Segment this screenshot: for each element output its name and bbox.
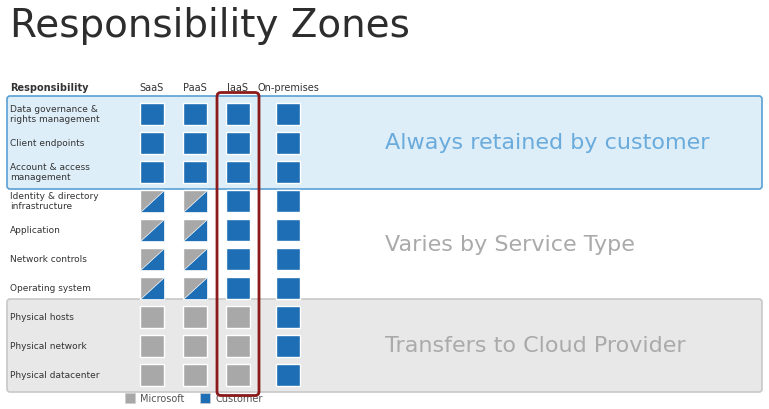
Polygon shape [183, 219, 207, 241]
Bar [226, 103, 250, 125]
Bar [200, 393, 210, 403]
Bar [140, 103, 164, 125]
Text: Customer: Customer [215, 393, 262, 403]
Text: Data governance &
rights management: Data governance & rights management [10, 105, 100, 124]
Text: Transfers to Cloud Provider: Transfers to Cloud Provider [385, 336, 686, 356]
Text: IaaS: IaaS [228, 83, 248, 93]
Bar [226, 190, 250, 212]
Bar [276, 335, 300, 357]
Bar [183, 306, 207, 328]
Bar [226, 248, 250, 270]
Polygon shape [140, 248, 164, 270]
Text: Application: Application [10, 225, 61, 234]
Bar [125, 393, 135, 403]
Text: Physical network: Physical network [10, 341, 87, 350]
Bar [226, 335, 250, 357]
Text: Responsibility Zones: Responsibility Zones [10, 7, 410, 45]
Text: Account & access
management: Account & access management [10, 162, 90, 182]
Bar [183, 248, 207, 270]
Text: SaaS: SaaS [140, 83, 164, 93]
Bar [140, 277, 164, 299]
Polygon shape [140, 219, 164, 241]
Text: Physical datacenter: Physical datacenter [10, 370, 99, 379]
Text: Identity & directory
infrastructure: Identity & directory infrastructure [10, 191, 98, 211]
Bar [226, 277, 250, 299]
Bar [140, 132, 164, 154]
Bar [276, 219, 300, 241]
Bar [183, 132, 207, 154]
Bar [276, 277, 300, 299]
Bar [226, 219, 250, 241]
Text: Microsoft: Microsoft [140, 393, 185, 403]
Bar [276, 132, 300, 154]
Bar [183, 103, 207, 125]
Polygon shape [140, 277, 164, 299]
Bar [276, 103, 300, 125]
FancyBboxPatch shape [7, 97, 762, 189]
Bar [140, 306, 164, 328]
Bar [276, 248, 300, 270]
Polygon shape [183, 248, 207, 270]
Bar [226, 364, 250, 386]
Polygon shape [140, 190, 164, 212]
Bar [276, 364, 300, 386]
Polygon shape [183, 190, 207, 212]
Text: Varies by Service Type: Varies by Service Type [385, 234, 635, 254]
Bar [276, 306, 300, 328]
Bar [183, 190, 207, 212]
Bar [226, 132, 250, 154]
Text: On-premises: On-premises [257, 83, 319, 93]
Bar [226, 161, 250, 183]
Bar [140, 219, 164, 241]
Bar [183, 277, 207, 299]
Text: Network controls: Network controls [10, 254, 87, 263]
Bar [226, 306, 250, 328]
Bar [276, 190, 300, 212]
Bar [183, 335, 207, 357]
Text: PaaS: PaaS [183, 83, 207, 93]
Bar [140, 190, 164, 212]
Bar [183, 161, 207, 183]
Bar [183, 219, 207, 241]
Text: Operating system: Operating system [10, 283, 91, 292]
FancyBboxPatch shape [7, 299, 762, 392]
Bar [140, 248, 164, 270]
Bar [276, 161, 300, 183]
Text: Responsibility: Responsibility [10, 83, 88, 93]
Bar [140, 335, 164, 357]
Bar [140, 161, 164, 183]
Text: Client endpoints: Client endpoints [10, 139, 85, 148]
Text: Physical hosts: Physical hosts [10, 312, 74, 321]
Text: Always retained by customer: Always retained by customer [385, 133, 710, 153]
Bar [183, 364, 207, 386]
Polygon shape [183, 277, 207, 299]
Bar [140, 364, 164, 386]
